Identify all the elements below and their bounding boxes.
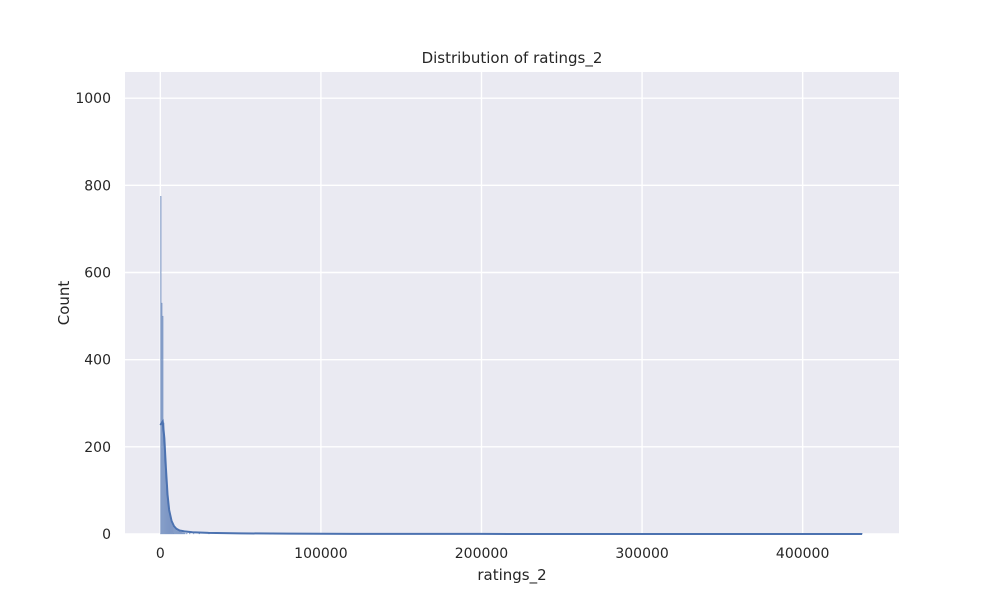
x-tick-label: 100000 bbox=[294, 546, 347, 562]
histogram-bar bbox=[186, 532, 188, 535]
x-axis-label: ratings_2 bbox=[477, 566, 546, 585]
plot-area bbox=[125, 72, 899, 534]
y-tick-label: 800 bbox=[84, 178, 111, 194]
chart-title: Distribution of ratings_2 bbox=[422, 49, 603, 68]
y-tick-label: 600 bbox=[84, 265, 111, 281]
x-tick-label: 300000 bbox=[615, 546, 668, 562]
x-axis-ticks: 0 100000 200000 300000 400000 bbox=[156, 546, 830, 562]
y-tick-label: 200 bbox=[84, 440, 111, 456]
y-tick-label: 1000 bbox=[75, 91, 111, 107]
y-axis-label: Count bbox=[55, 281, 73, 326]
histogram-bar bbox=[184, 532, 186, 535]
x-tick-label: 0 bbox=[156, 546, 165, 562]
y-tick-label: 400 bbox=[84, 353, 111, 369]
x-tick-label: 400000 bbox=[776, 546, 829, 562]
histogram-bar bbox=[189, 532, 191, 535]
y-tick-label: 0 bbox=[102, 527, 111, 543]
y-axis-ticks: 0 200 400 600 800 1000 bbox=[75, 91, 111, 543]
x-tick-label: 200000 bbox=[455, 546, 508, 562]
kde-line bbox=[159, 418, 863, 535]
